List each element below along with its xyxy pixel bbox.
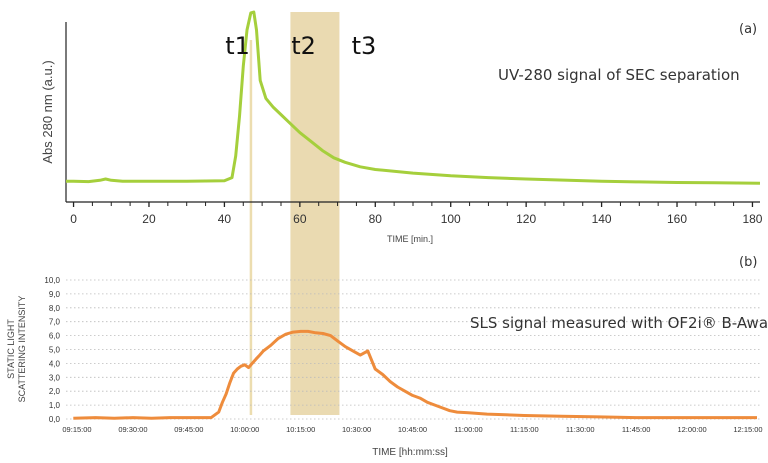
b-x-ticks: 09:15:00 09:30:00 09:45:00 10:00:00 10:15:00… <box>62 425 762 434</box>
b-x-tick-label: 11:15:00 <box>510 425 539 434</box>
b-y-tick-label: 7,0 <box>49 318 61 327</box>
b-title: SLS signal measured with OF2i® B-Aware <box>470 314 768 332</box>
a-uv-line <box>66 10 761 185</box>
b-y-ticks: 0,0 1,0 2,0 3,0 4,0 5,0 6,0 7,0 8,0 9,0 10,0 <box>44 276 60 424</box>
b-y-tick-label: 3,0 <box>49 373 61 382</box>
a-phase-labels: t1 t2 t3 <box>225 32 376 60</box>
panel-a: 0 20 40 60 80 100 120 140 160 180 UV-280 signal o… <box>40 10 763 244</box>
b-y-tick-label: 6,0 <box>49 332 61 341</box>
b-y-tick-label: 1,0 <box>49 401 61 410</box>
phase-label-t2: t2 <box>291 32 316 60</box>
a-x-tick-label: 60 <box>293 212 307 226</box>
a-x-tick-label: 100 <box>441 212 461 226</box>
t2-t3-band <box>290 12 340 415</box>
b-x-tick-label: 12:00:00 <box>677 425 706 434</box>
b-x-tick-label: 09:45:00 <box>174 425 203 434</box>
b-y-label-line1: STATIC LIGHT <box>6 319 16 379</box>
b-x-tick-label: 10:45:00 <box>398 425 427 434</box>
a-title: UV-280 signal of SEC separation <box>498 66 740 84</box>
a-x-tick-label: 140 <box>592 212 612 226</box>
b-x-tick-label: 12:15:00 <box>733 425 762 434</box>
b-sls-line <box>73 329 757 420</box>
a-y-label: Abs 280 nm (a.u.) <box>40 60 55 163</box>
b-y-tick-label: 9,0 <box>49 290 61 299</box>
b-x-tick-label: 10:15:00 <box>286 425 315 434</box>
a-x-tick-label: 160 <box>667 212 687 226</box>
a-x-tick-label: 0 <box>70 212 77 226</box>
b-y-tick-label: 5,0 <box>49 346 61 355</box>
a-x-ticks: 0 20 40 60 80 100 120 140 160 180 <box>70 202 763 226</box>
b-x-tick-label: 09:15:00 <box>62 425 91 434</box>
b-x-tick-label: 11:30:00 <box>566 425 595 434</box>
phase-label-t1: t1 <box>225 32 250 60</box>
t1-band <box>249 40 253 415</box>
a-x-tick-label: 80 <box>369 212 383 226</box>
b-x-tick-label: 09:30:00 <box>118 425 147 434</box>
a-x-tick-label: 180 <box>742 212 762 226</box>
b-y-tick-label: 10,0 <box>44 276 60 285</box>
b-x-tick-label: 11:00:00 <box>454 425 483 434</box>
a-x-label: TIME [min.] <box>387 234 433 244</box>
b-grid <box>66 279 760 420</box>
a-x-tick-label: 20 <box>142 212 156 226</box>
b-y-tick-label: 8,0 <box>49 304 61 313</box>
b-x-tick-label: 11:45:00 <box>622 425 651 434</box>
a-panel-label: (a) <box>739 22 757 37</box>
b-x-label: TIME [hh:mm:ss] <box>372 447 448 458</box>
phase-label-t3: t3 <box>352 32 377 60</box>
b-y-tick-label: 4,0 <box>49 359 61 368</box>
a-x-tick-label: 120 <box>516 212 536 226</box>
a-x-tick-label: 40 <box>218 212 232 226</box>
panel-b: 0,0 1,0 2,0 3,0 4,0 5,0 6,0 7,0 8,0 9,0 10,0 09:15… <box>6 255 768 458</box>
b-x-tick-label: 10:30:00 <box>342 425 371 434</box>
b-y-tick-label: 0,0 <box>49 415 61 424</box>
b-y-label-line2: SCATTERING INTENSITY <box>17 296 27 403</box>
b-panel-label: (b) <box>739 255 757 270</box>
b-y-tick-label: 2,0 <box>49 387 61 396</box>
b-x-tick-label: 10:00:00 <box>230 425 259 434</box>
